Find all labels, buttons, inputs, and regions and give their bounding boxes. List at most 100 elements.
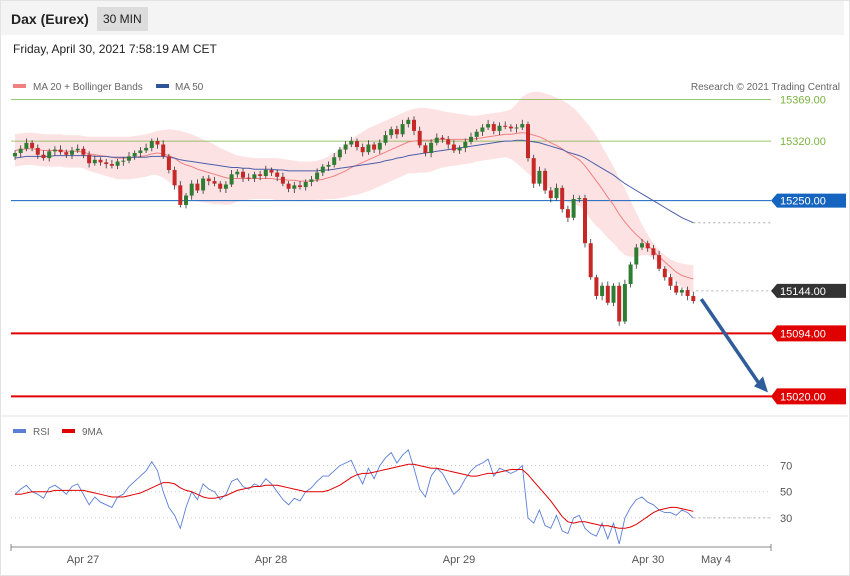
candle-body [155, 141, 160, 145]
candle-body [668, 277, 673, 286]
candle-body [292, 185, 297, 189]
level-label-5: 15020.00 [780, 391, 826, 403]
candle-body [662, 268, 667, 278]
timeframe-badge[interactable]: 30 MIN [97, 7, 148, 31]
level-label-4: 15094.00 [780, 328, 826, 340]
candle-body [309, 179, 314, 182]
candle-body [429, 142, 434, 154]
rsi-tick-70: 70 [780, 461, 792, 473]
candle-body [104, 162, 109, 165]
candle-body [229, 174, 234, 185]
x-tick-label: Apr 30 [632, 554, 664, 566]
candle-body [184, 195, 188, 205]
candle-body [121, 160, 126, 162]
candle-body [275, 172, 280, 177]
candle-body [206, 178, 211, 182]
candle-body [115, 161, 120, 166]
candle-body [127, 156, 131, 161]
level-label-2: 15250.00 [780, 196, 826, 208]
candle-body [18, 148, 23, 154]
candle-body [417, 130, 422, 146]
candle-body [372, 144, 377, 150]
candle-body [491, 124, 496, 131]
candle-body [326, 164, 331, 167]
level-label-3: 15144.00 [780, 286, 826, 298]
level-tag-3 [771, 283, 846, 298]
candle-body [92, 159, 97, 164]
candle-body [640, 243, 644, 248]
candle-body [657, 255, 662, 269]
candle-body [508, 126, 513, 129]
candle-body [691, 295, 696, 302]
chart-header: Dax (Eurex) 30 MIN [1, 1, 844, 35]
candle-body [377, 142, 382, 150]
candle-body [212, 181, 217, 184]
candle-body [645, 243, 650, 249]
candle-body [298, 185, 302, 188]
forecast-arrowhead [754, 376, 768, 393]
candle-body [560, 187, 565, 210]
bollinger-band [15, 91, 694, 293]
candle-body [628, 264, 633, 285]
candle-body [520, 124, 525, 128]
candle-body [320, 166, 325, 173]
candle-body [446, 139, 451, 145]
candle-body [47, 151, 52, 159]
candle-body [548, 190, 553, 199]
candle-body [617, 285, 622, 322]
candle-body [58, 149, 63, 153]
candle-body [280, 176, 285, 184]
legend-swatch-rsi [13, 429, 26, 433]
candle-body [195, 183, 200, 191]
candle-body [161, 144, 166, 157]
candle-body [87, 154, 92, 164]
candle-body [583, 198, 587, 244]
candle-body [13, 153, 17, 157]
candle-body [263, 170, 268, 176]
candle-body [383, 135, 388, 143]
candle-body [286, 183, 291, 189]
legend-9ma: 9MA [82, 427, 103, 438]
candle-body [674, 285, 679, 293]
candle-body [469, 136, 473, 142]
candle-body [337, 149, 342, 158]
candle-body [98, 159, 103, 163]
candle-body [605, 285, 610, 303]
x-tick-label: Apr 27 [67, 554, 99, 566]
level-tag-4 [771, 325, 846, 342]
candle-body [81, 148, 86, 155]
candle-body [679, 290, 684, 293]
level-label-1: 15320.00 [780, 136, 826, 148]
candle-body [24, 142, 29, 149]
candle-body [588, 243, 593, 278]
candle-body [440, 137, 445, 140]
candle-body [269, 170, 274, 173]
candle-body [149, 141, 154, 148]
candle-body [189, 183, 194, 196]
candle-body [132, 153, 137, 157]
legend-swatch-ma50 [156, 84, 169, 88]
candle-body [178, 185, 183, 205]
x-tick-label: May 4 [701, 554, 731, 566]
candle-body [543, 170, 548, 191]
rsi-line [14, 449, 694, 545]
candle-body [503, 125, 508, 127]
candle-body [332, 157, 337, 165]
candle-body [252, 174, 257, 179]
timestamp: Friday, April 30, 2021 7:58:19 AM CET [13, 42, 217, 56]
candle-body [343, 144, 348, 150]
candle-body [64, 152, 69, 155]
legend-swatch-ma20 [13, 84, 26, 88]
candle-body [349, 141, 354, 145]
candle-body [218, 183, 223, 189]
candle-body [30, 142, 35, 148]
candle-body [166, 156, 171, 171]
candle-body [463, 141, 468, 148]
candle-body [258, 174, 263, 176]
level-tag-5 [771, 388, 846, 405]
instrument-title: Dax (Eurex) [11, 11, 89, 27]
candle-body [577, 198, 582, 200]
candle-body [412, 119, 416, 131]
candle-body [531, 158, 536, 184]
